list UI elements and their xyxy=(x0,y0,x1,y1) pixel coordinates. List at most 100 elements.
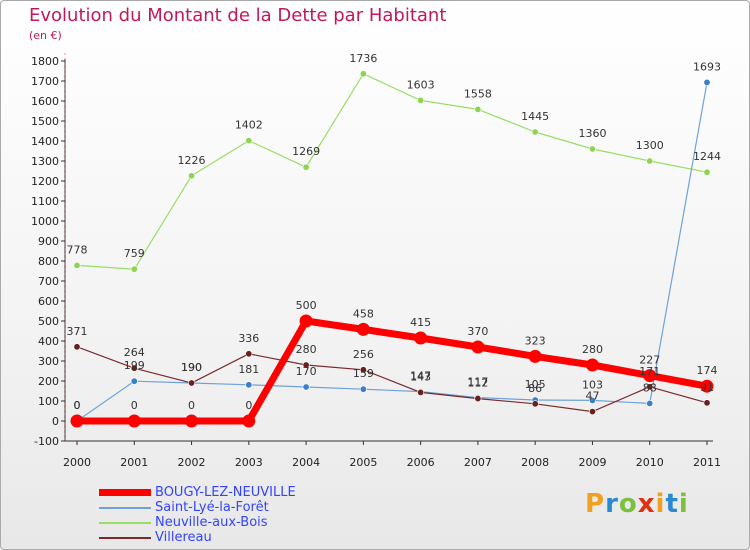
data-label: 171 xyxy=(639,365,660,378)
data-label: 0 xyxy=(131,399,138,412)
x-tick-label: 2008 xyxy=(521,456,549,469)
data-point xyxy=(299,314,313,328)
legend-swatch xyxy=(99,489,151,496)
data-label: 1693 xyxy=(693,60,721,73)
series-line xyxy=(76,73,708,270)
y-tick-label: -100 xyxy=(34,435,59,448)
data-point xyxy=(188,379,196,387)
data-label: 0 xyxy=(245,399,252,412)
x-tick-label: 2007 xyxy=(464,456,492,469)
data-point xyxy=(359,70,367,78)
data-label: 91 xyxy=(700,381,714,394)
data-label: 1226 xyxy=(178,154,206,167)
data-label: 88 xyxy=(643,381,657,394)
data-label: 105 xyxy=(525,378,546,391)
data-point xyxy=(356,322,370,336)
data-label: 117 xyxy=(467,376,488,389)
data-label: 1360 xyxy=(578,127,606,140)
x-tick-label: 2000 xyxy=(63,456,91,469)
series-line xyxy=(73,317,711,425)
data-label: 323 xyxy=(525,334,546,347)
data-point xyxy=(302,383,310,391)
data-label: 0 xyxy=(74,399,81,412)
data-label: 415 xyxy=(410,316,431,329)
data-label: 174 xyxy=(697,364,718,377)
data-label: 159 xyxy=(353,367,374,380)
y-tick-label: 1800 xyxy=(31,55,59,68)
data-label: 500 xyxy=(296,299,317,312)
series-line xyxy=(76,81,708,422)
y-tick-label: 1300 xyxy=(31,155,59,168)
data-point xyxy=(130,364,138,372)
y-tick-label: 1600 xyxy=(31,95,59,108)
y-tick-label: 100 xyxy=(38,395,59,408)
x-tick-label: 2009 xyxy=(578,456,606,469)
data-point xyxy=(302,163,310,171)
x-tick-label: 2005 xyxy=(349,456,377,469)
x-tick-label: 2010 xyxy=(636,456,664,469)
data-label: 458 xyxy=(353,307,374,320)
data-point xyxy=(185,414,199,428)
legend-label: BOUGY-LEZ-NEUVILLE xyxy=(155,485,296,500)
data-label: 181 xyxy=(238,363,259,376)
data-label: 370 xyxy=(467,325,488,338)
y-tick-label: 500 xyxy=(38,315,59,328)
data-point xyxy=(646,157,654,165)
legend-label: Neuville-aux-Bois xyxy=(155,515,268,530)
data-label: 336 xyxy=(238,332,259,345)
x-tick-label: 2006 xyxy=(407,456,435,469)
y-tick-label: 1000 xyxy=(31,215,59,228)
data-point xyxy=(417,96,425,104)
data-label: 1300 xyxy=(636,139,664,152)
data-point xyxy=(417,388,425,396)
data-point xyxy=(130,377,138,385)
data-label: 778 xyxy=(67,243,88,256)
data-label: 1244 xyxy=(693,150,721,163)
data-point xyxy=(700,379,714,393)
data-point xyxy=(302,361,310,369)
chart-unit: (en €) xyxy=(29,29,62,42)
data-point xyxy=(474,105,482,113)
data-label: 1269 xyxy=(292,145,320,158)
data-point xyxy=(585,358,599,372)
x-tick-label: 2004 xyxy=(292,456,320,469)
data-label: 256 xyxy=(353,348,374,361)
chart-title: Evolution du Montant de la Dette par Hab… xyxy=(29,5,447,26)
y-tick-label: 1400 xyxy=(31,135,59,148)
data-label: 199 xyxy=(124,359,145,372)
data-point xyxy=(130,265,138,273)
y-tick-label: 300 xyxy=(38,355,59,368)
data-point xyxy=(188,172,196,180)
data-label: 190 xyxy=(181,361,202,374)
data-point xyxy=(703,78,711,86)
data-point xyxy=(73,261,81,269)
data-point xyxy=(245,381,253,389)
data-label: 264 xyxy=(124,346,145,359)
data-point xyxy=(528,349,542,363)
data-label: 759 xyxy=(124,247,145,260)
data-label: 280 xyxy=(296,343,317,356)
y-tick-label: 400 xyxy=(38,335,59,348)
y-tick-label: 900 xyxy=(38,235,59,248)
data-label: 143 xyxy=(410,370,431,383)
data-point xyxy=(531,400,539,408)
data-label: 147 xyxy=(410,370,431,383)
data-label: 86 xyxy=(528,382,542,395)
data-label: 47 xyxy=(585,390,599,403)
data-point xyxy=(73,343,81,351)
data-point xyxy=(359,366,367,374)
data-point xyxy=(127,414,141,428)
data-point xyxy=(359,385,367,393)
legend-swatch xyxy=(99,507,151,509)
y-tick-label: 600 xyxy=(38,295,59,308)
data-point xyxy=(242,414,256,428)
data-label: 170 xyxy=(296,365,317,378)
data-label: 227 xyxy=(639,354,660,367)
data-point xyxy=(245,137,253,145)
legend-label: Villereau xyxy=(155,530,212,545)
series-line xyxy=(76,346,708,413)
data-label: 103 xyxy=(582,378,603,391)
x-tick-label: 2011 xyxy=(693,456,721,469)
data-label: 1603 xyxy=(407,78,435,91)
